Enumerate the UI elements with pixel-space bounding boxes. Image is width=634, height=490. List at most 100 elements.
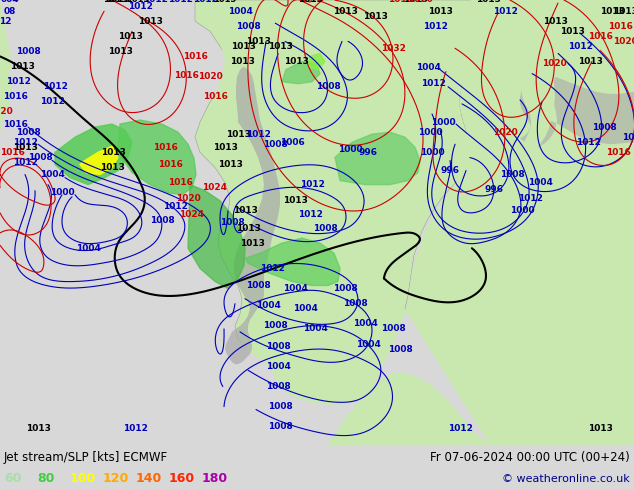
- Text: 1012: 1012: [13, 138, 37, 147]
- Text: 1008: 1008: [266, 342, 290, 350]
- Text: 1013: 1013: [103, 0, 127, 4]
- Text: 1008: 1008: [592, 122, 616, 132]
- Text: 1013: 1013: [108, 47, 133, 56]
- Text: 1013: 1013: [212, 143, 238, 152]
- Text: 1013: 1013: [236, 223, 261, 233]
- Polygon shape: [335, 132, 420, 185]
- Text: 1013: 1013: [233, 206, 257, 216]
- Polygon shape: [282, 62, 320, 84]
- Text: 1020: 1020: [493, 128, 517, 137]
- Text: 1008: 1008: [16, 128, 41, 137]
- Text: 004: 004: [1, 0, 19, 4]
- Text: 1013: 1013: [217, 160, 242, 169]
- Text: 1016: 1016: [0, 148, 25, 157]
- Text: Jet stream/SLP [kts] ECMWF: Jet stream/SLP [kts] ECMWF: [4, 451, 168, 465]
- Text: 1016: 1016: [167, 178, 193, 187]
- Text: 996: 996: [441, 166, 460, 175]
- Text: 1008: 1008: [380, 324, 405, 333]
- Text: 1016: 1016: [3, 92, 27, 101]
- Text: 1012: 1012: [517, 194, 543, 203]
- Text: 1000: 1000: [418, 128, 443, 137]
- Text: 1004: 1004: [266, 362, 290, 371]
- Text: 1020: 1020: [0, 107, 13, 117]
- Text: 1006: 1006: [280, 138, 304, 147]
- Text: 1012: 1012: [423, 22, 448, 31]
- Text: 1013: 1013: [214, 0, 236, 4]
- Text: 1008: 1008: [262, 321, 287, 330]
- Text: 1012: 1012: [420, 79, 446, 88]
- Text: 1008: 1008: [268, 402, 292, 411]
- Text: 1012: 1012: [259, 264, 285, 273]
- Text: 1012: 1012: [297, 210, 323, 220]
- Text: 1012: 1012: [162, 202, 188, 211]
- Text: 1000: 1000: [338, 145, 362, 154]
- Text: 1020: 1020: [541, 59, 566, 68]
- Text: 1013: 1013: [543, 17, 567, 25]
- Text: 1004: 1004: [292, 304, 318, 313]
- Text: 1013: 1013: [283, 57, 308, 66]
- Text: 180: 180: [202, 472, 228, 486]
- Text: 1004: 1004: [353, 319, 377, 328]
- Text: 1013: 1013: [578, 57, 602, 66]
- Text: 1013: 1013: [283, 196, 307, 205]
- Polygon shape: [205, 0, 634, 445]
- Text: 1004: 1004: [527, 178, 552, 187]
- Text: 08: 08: [4, 6, 16, 16]
- Text: 1013: 1013: [25, 424, 51, 433]
- Text: 1013: 1013: [268, 42, 292, 51]
- Text: 1024: 1024: [202, 183, 228, 192]
- Text: 1013: 1013: [230, 57, 254, 66]
- Text: 1012: 1012: [245, 130, 271, 139]
- Text: 1020: 1020: [408, 0, 432, 4]
- Text: 1008: 1008: [500, 170, 524, 179]
- Text: 1013: 1013: [297, 0, 323, 4]
- Text: 1000: 1000: [510, 206, 534, 216]
- Text: 1004: 1004: [283, 284, 307, 293]
- Text: 1016: 1016: [588, 32, 612, 41]
- Text: 1013: 1013: [245, 37, 271, 46]
- Text: 1013: 1013: [226, 130, 250, 139]
- Text: 1000: 1000: [49, 188, 74, 197]
- Text: 1008: 1008: [268, 422, 292, 431]
- Polygon shape: [522, 0, 634, 156]
- Text: 1008: 1008: [16, 47, 41, 56]
- Text: 140: 140: [136, 472, 162, 486]
- Text: 1008: 1008: [313, 223, 337, 233]
- Text: 1013: 1013: [105, 0, 129, 4]
- Text: 1013: 1013: [427, 6, 453, 16]
- Text: 1000: 1000: [430, 118, 455, 126]
- Polygon shape: [225, 67, 280, 364]
- Text: 60: 60: [4, 472, 22, 486]
- Polygon shape: [188, 185, 245, 289]
- Text: 1020: 1020: [198, 72, 223, 81]
- Text: 1016: 1016: [158, 160, 183, 169]
- Text: 12: 12: [0, 17, 11, 25]
- Text: 1008: 1008: [236, 22, 261, 31]
- Polygon shape: [80, 147, 118, 174]
- Text: 1016: 1016: [174, 71, 198, 80]
- Text: 1008: 1008: [342, 299, 367, 308]
- Text: 1012: 1012: [299, 180, 325, 189]
- Text: 1013: 1013: [126, 0, 150, 4]
- Text: 1008: 1008: [150, 217, 174, 225]
- Text: 1016: 1016: [153, 143, 178, 152]
- Text: 1012: 1012: [193, 0, 217, 4]
- Text: 1013: 1013: [600, 6, 624, 16]
- Text: 1013: 1013: [612, 6, 634, 16]
- Text: 1013: 1013: [333, 6, 358, 16]
- Polygon shape: [520, 0, 634, 147]
- Text: 1012: 1012: [621, 133, 634, 142]
- Text: 1004: 1004: [75, 244, 100, 253]
- Text: 1004: 1004: [228, 6, 252, 16]
- Text: 160: 160: [169, 472, 195, 486]
- Text: 1004: 1004: [356, 340, 380, 348]
- Text: 1032: 1032: [380, 44, 405, 53]
- Text: 1013: 1013: [403, 0, 427, 4]
- Text: 1012: 1012: [122, 424, 148, 433]
- Text: 996: 996: [358, 148, 377, 157]
- Text: 1012: 1012: [143, 0, 167, 4]
- Polygon shape: [55, 124, 132, 185]
- Text: 1016: 1016: [202, 92, 228, 101]
- Text: 1016: 1016: [605, 148, 630, 157]
- Text: 1012: 1012: [448, 424, 472, 433]
